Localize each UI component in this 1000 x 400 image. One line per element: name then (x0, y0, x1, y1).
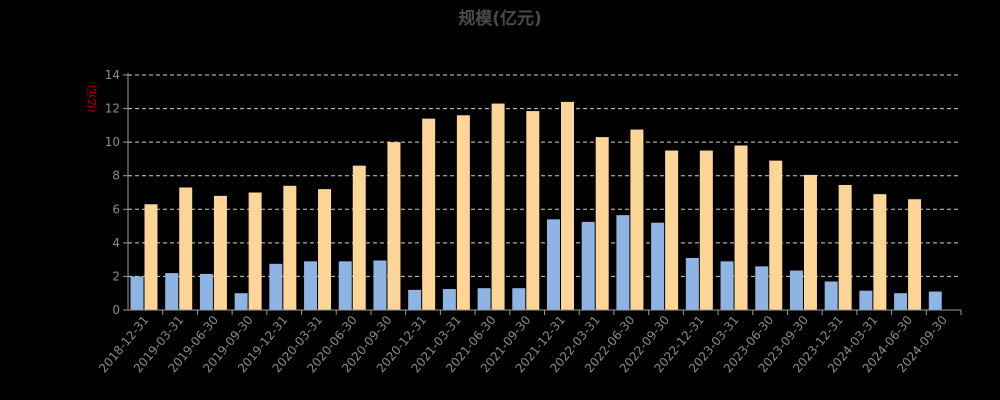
bar (789, 270, 803, 310)
bar (456, 115, 470, 311)
bar (234, 293, 248, 310)
y-tick-label: 0 (112, 303, 120, 317)
bar (442, 289, 456, 310)
bar (213, 195, 227, 310)
bar (512, 288, 526, 310)
bar (547, 219, 560, 310)
bar (803, 174, 817, 310)
bar (651, 222, 665, 310)
bar (491, 103, 505, 311)
bar (699, 150, 713, 310)
bar (526, 111, 540, 310)
bar (665, 150, 679, 310)
y-tick-label: 4 (112, 236, 120, 250)
bar (894, 293, 908, 310)
bar (908, 199, 922, 310)
bar (387, 142, 401, 310)
y-tick-label: 8 (112, 169, 120, 183)
y-tick-label: 10 (105, 135, 120, 149)
bar (304, 261, 318, 310)
bar (283, 185, 297, 310)
bar (477, 288, 491, 310)
bar-layer (130, 101, 942, 311)
bar (595, 137, 609, 310)
bar (685, 257, 699, 310)
bar (269, 263, 283, 310)
bar (769, 160, 783, 310)
bar (755, 266, 769, 310)
bar (616, 215, 630, 310)
bar (373, 260, 387, 310)
bar (165, 273, 179, 310)
bar (838, 184, 852, 310)
bar (581, 221, 595, 310)
bar (630, 129, 644, 310)
bar (179, 187, 193, 310)
bar (859, 290, 873, 310)
bar (422, 118, 436, 311)
chart-title: 规模(亿元) (458, 9, 542, 29)
bar (338, 261, 352, 310)
bar (873, 194, 887, 310)
grid-layer (128, 74, 961, 277)
y-tick-label: 12 (105, 102, 120, 116)
bar (408, 289, 422, 310)
bar (561, 101, 574, 310)
bar (248, 192, 262, 310)
bar (928, 291, 942, 310)
y-tick-label: 2 (112, 269, 120, 283)
bar (144, 204, 158, 310)
y-tick-label: 14 (105, 68, 120, 82)
bar (720, 261, 734, 310)
bar (824, 281, 838, 310)
bar (199, 273, 213, 310)
bar (352, 165, 366, 310)
bar (130, 276, 144, 310)
y-tick-label: 6 (112, 202, 120, 216)
bar (734, 145, 748, 310)
bar (318, 189, 332, 310)
